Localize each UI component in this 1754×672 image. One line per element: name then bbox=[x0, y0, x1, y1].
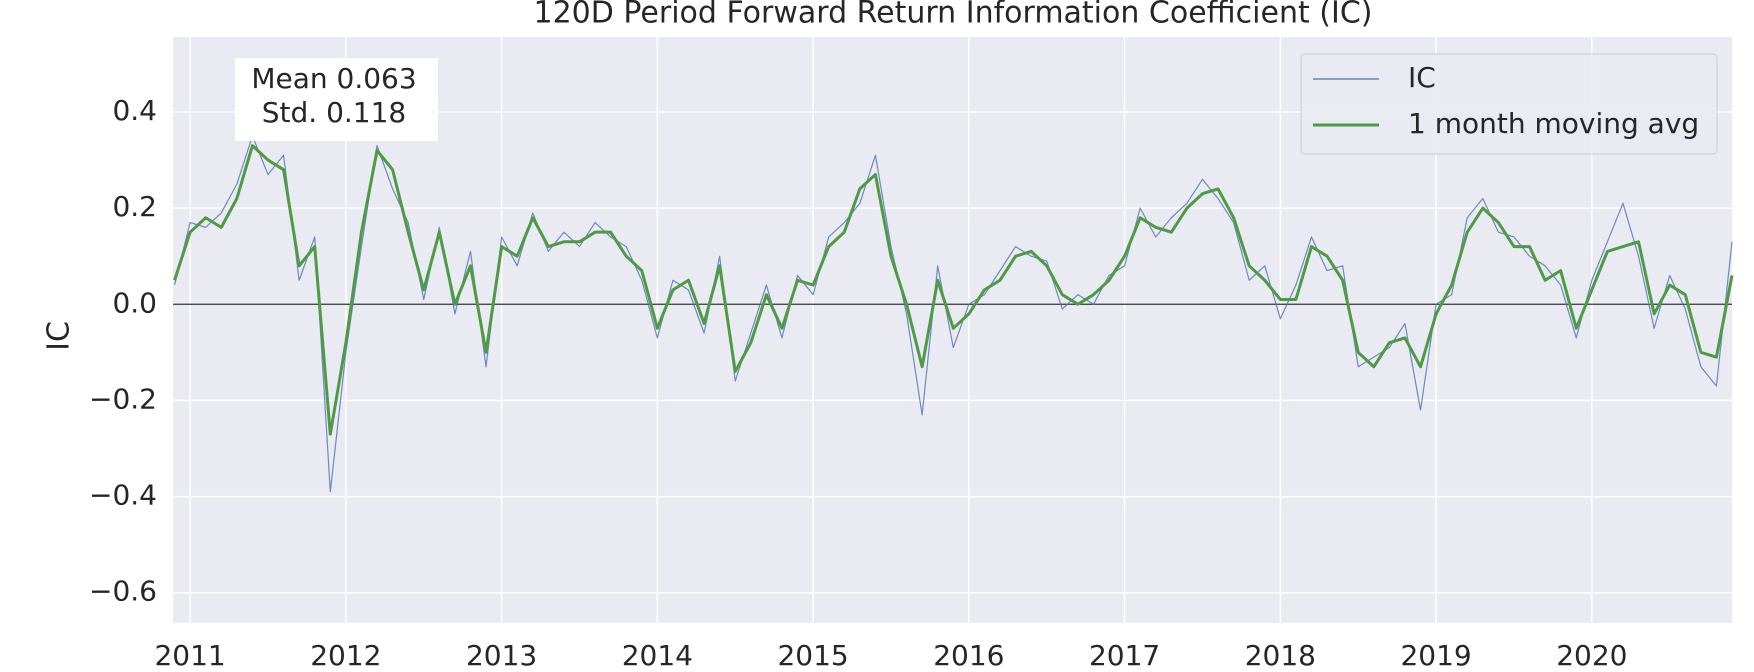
chart-title: 120D Period Forward Return Information C… bbox=[533, 0, 1372, 31]
y-tick-label: 0.4 bbox=[112, 94, 157, 127]
series-line bbox=[173, 144, 1734, 436]
annotation-text: Mean 0.063 bbox=[251, 62, 416, 95]
legend bbox=[1300, 53, 1718, 155]
legend-label: 1 month moving avg bbox=[1408, 107, 1699, 140]
y-tick-label: −0.4 bbox=[89, 479, 157, 512]
x-tick-label: 2013 bbox=[466, 639, 537, 672]
y-tick-label: −0.2 bbox=[89, 382, 157, 415]
x-tick-label: 2016 bbox=[933, 639, 1004, 672]
y-tick-label: 0.2 bbox=[112, 190, 157, 223]
x-tick-label: 2020 bbox=[1556, 639, 1627, 672]
x-tick-label: 2012 bbox=[310, 639, 381, 672]
legend-label: IC bbox=[1408, 61, 1436, 94]
y-tick-label: −0.6 bbox=[89, 575, 157, 608]
y-axis-label: IC bbox=[42, 321, 77, 351]
x-tick-label: 2011 bbox=[154, 639, 225, 672]
x-tick-label: 2018 bbox=[1245, 639, 1316, 672]
y-tick-label: 0.0 bbox=[112, 286, 157, 319]
annotation-box bbox=[235, 58, 438, 141]
annotation-text: Std. 0.118 bbox=[262, 96, 406, 129]
x-tick-label: 2019 bbox=[1400, 639, 1471, 672]
x-tick-label: 2015 bbox=[777, 639, 848, 672]
lines bbox=[173, 135, 1734, 493]
x-tick-label: 2014 bbox=[622, 639, 693, 672]
labels: −0.6 −0.4 −0.2 0.0 0.2 0.4 2011 2012 2013 2014 201… bbox=[89, 94, 1627, 672]
x-tick-label: 2017 bbox=[1089, 639, 1160, 672]
